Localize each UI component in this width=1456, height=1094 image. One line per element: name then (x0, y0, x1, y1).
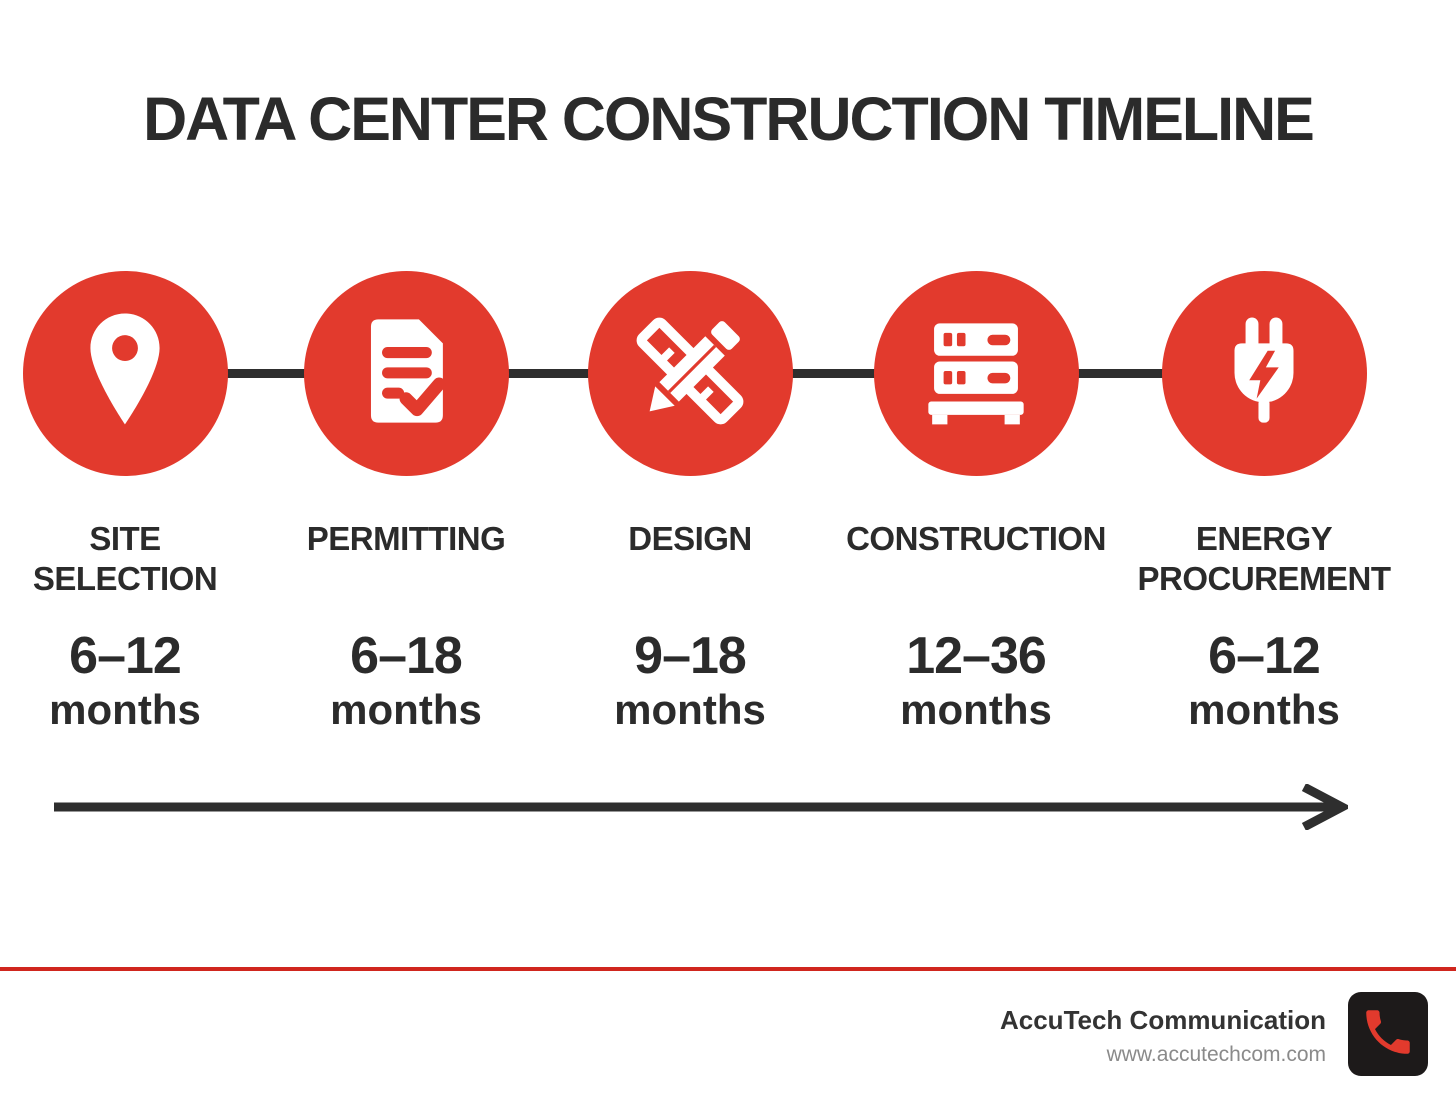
stage-duration: 12–36 (906, 627, 1047, 685)
page-title: DATA CENTER CONSTRUCTION TIMELINE (143, 85, 1315, 153)
pencil-ruler-icon (627, 308, 753, 439)
stage-duration-unit: months (49, 686, 201, 733)
timeline-stage-construction: CONSTRUCTION 12–36 months (826, 271, 1126, 733)
document-check-icon (347, 307, 465, 440)
timeline-stage-site-selection: SITE SELECTION 6–12 months (0, 271, 275, 733)
stage-circle (873, 271, 1079, 476)
timeline-stage-design: DESIGN 9–18 months (540, 271, 840, 733)
stage-circle (22, 271, 228, 476)
phone-icon (1359, 1003, 1417, 1066)
stage-duration: 6–12 (69, 627, 182, 685)
stage-duration: 6–12 (1208, 627, 1321, 685)
timeline-stage-energy-procurement: ENERGY PROCUREMENT 6–12 months (1114, 271, 1414, 733)
stage-duration: 6–18 (350, 627, 463, 685)
footer-divider-line (0, 967, 1456, 971)
timeline-direction-arrow (52, 783, 1352, 831)
footer: AccuTech Communication www.accutechcom.c… (1000, 992, 1428, 1076)
stage-duration: 9–18 (634, 627, 747, 685)
stage-circle (587, 271, 793, 476)
stage-duration-unit: months (614, 686, 766, 733)
company-logo (1348, 992, 1428, 1076)
timeline-stage-permitting: PERMITTING 6–18 months (256, 271, 556, 733)
location-pin-icon (75, 307, 175, 440)
server-rack-icon (915, 310, 1037, 437)
stage-label: DESIGN (628, 520, 752, 557)
stage-circle (1161, 271, 1367, 476)
stage-duration-unit: months (330, 686, 482, 733)
power-plug-icon (1205, 312, 1323, 435)
company-name: AccuTech Communication (999, 1005, 1326, 1035)
stage-label: PERMITTING (306, 520, 506, 557)
stage-duration-unit: months (900, 686, 1052, 733)
stage-circle (303, 271, 509, 476)
stage-label: ENERGY PROCUREMENT (1137, 520, 1391, 597)
footer-text: AccuTech Communication www.accutechcom.c… (1000, 992, 1326, 1070)
stage-label: CONSTRUCTION (846, 520, 1106, 557)
stage-duration-unit: months (1188, 686, 1340, 733)
website-url: www.accutechcom.com (1106, 1043, 1326, 1066)
stage-label: SITE SELECTION (32, 520, 218, 597)
